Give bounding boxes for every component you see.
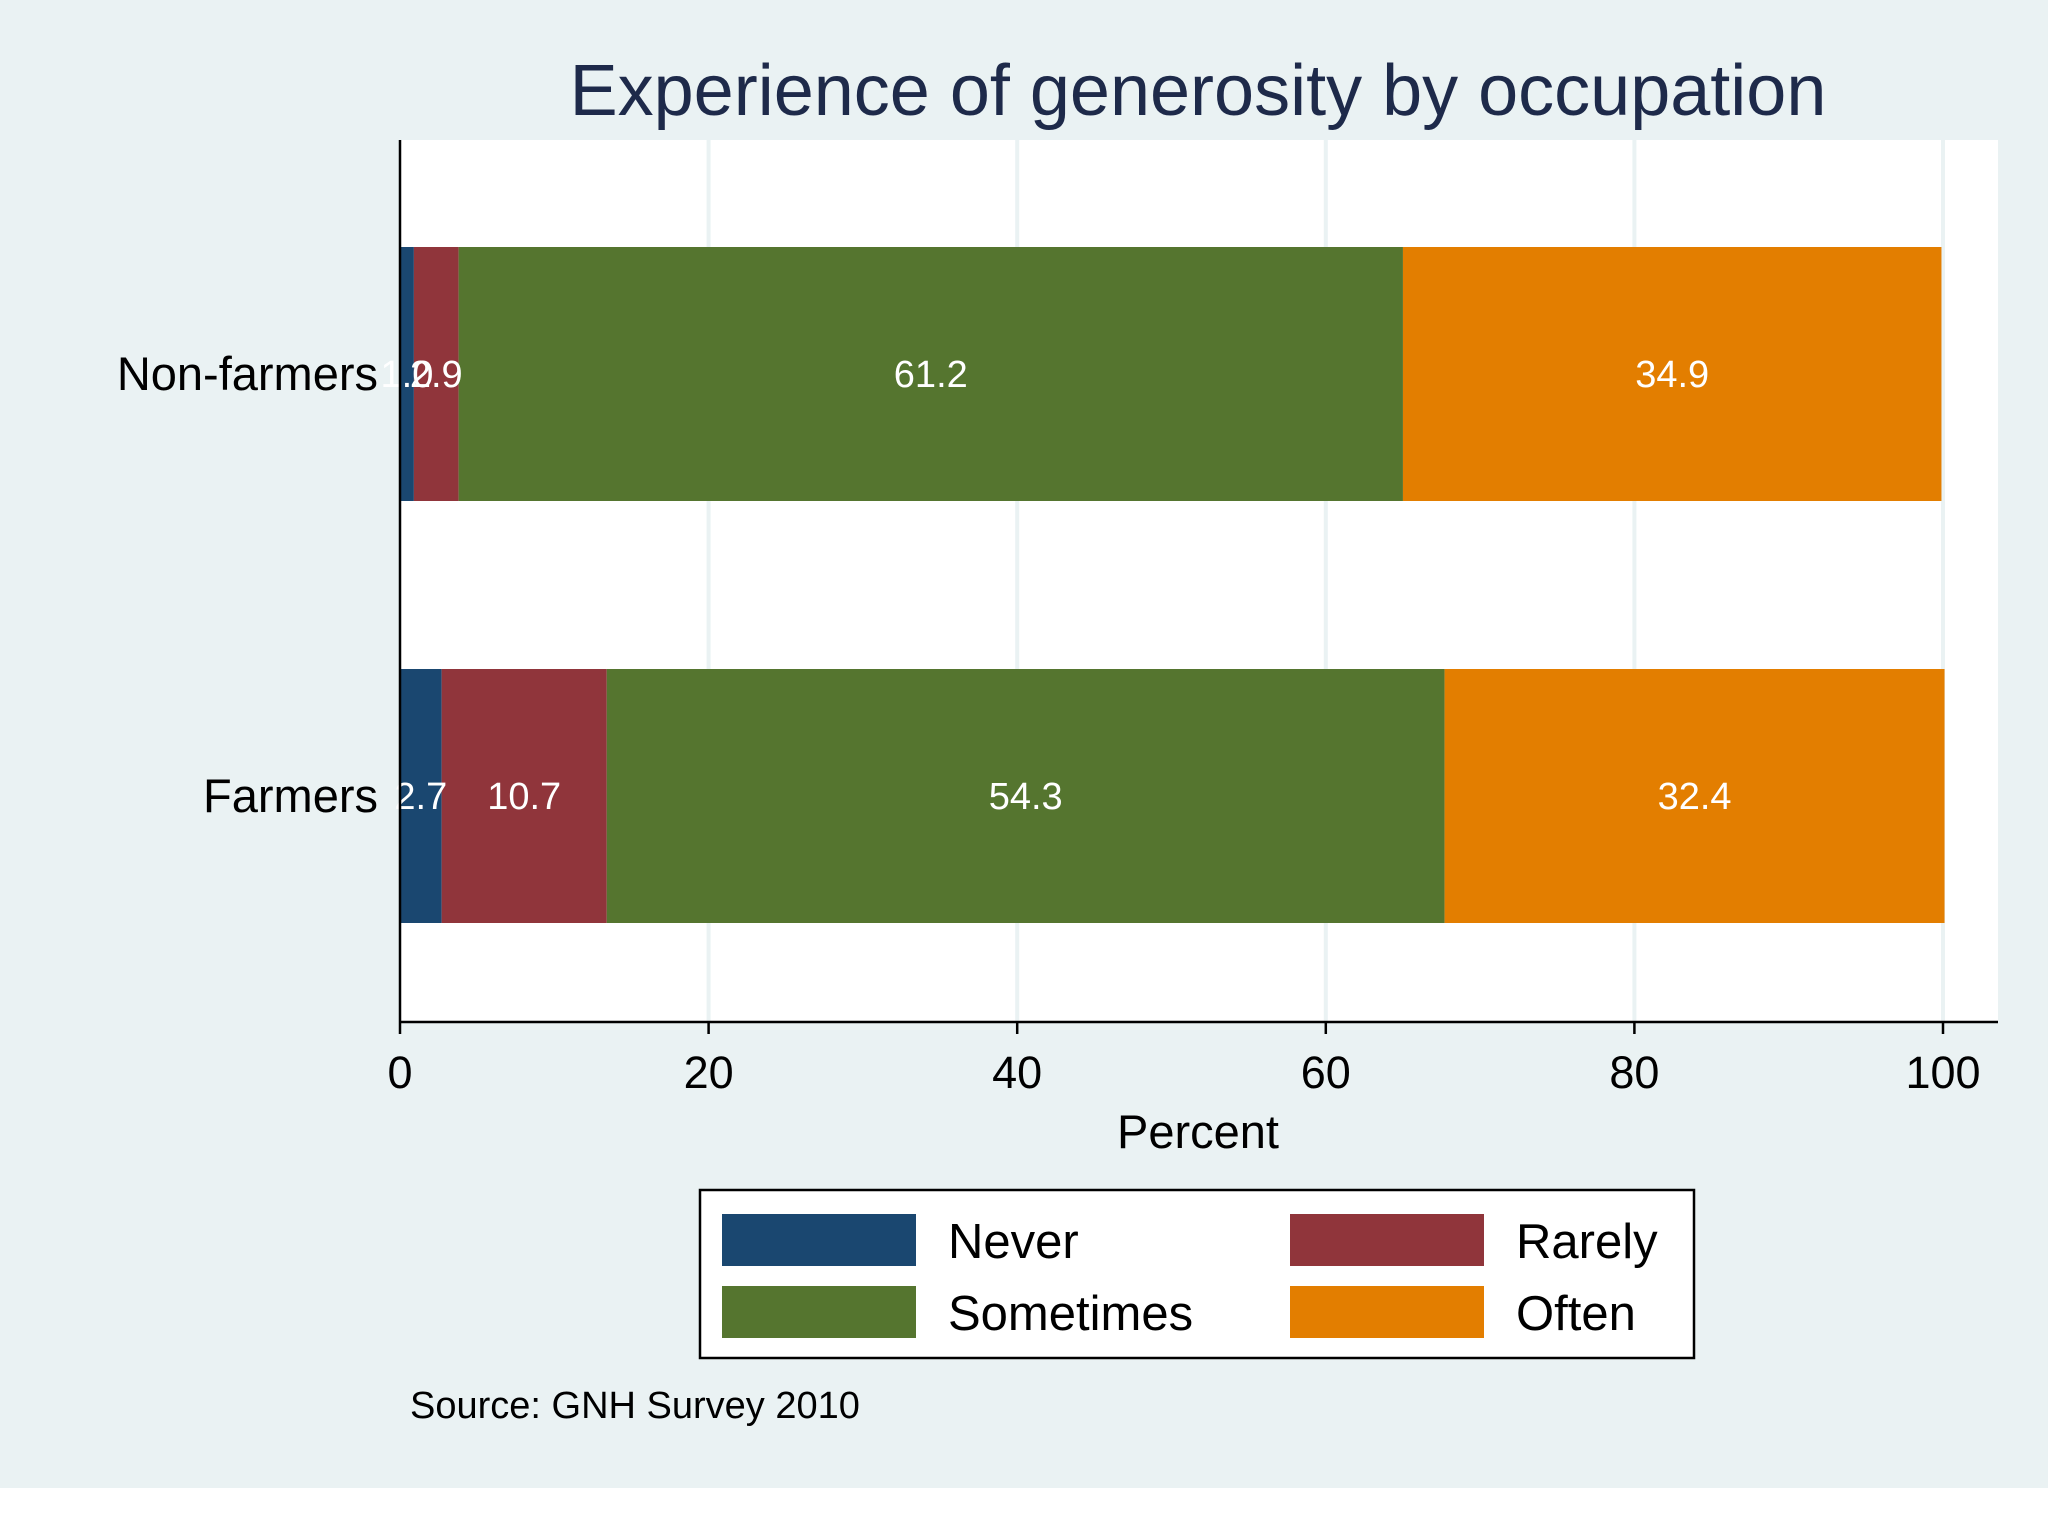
category-label: Farmers <box>203 769 378 822</box>
x-tick-label: 40 <box>992 1047 1042 1098</box>
legend-swatch-never <box>722 1214 916 1266</box>
legend-label-never: Never <box>948 1215 1079 1269</box>
x-axis-title: Percent <box>1117 1105 1279 1158</box>
bar-value-label: 10.7 <box>487 776 561 818</box>
legend-swatch-sometimes <box>722 1286 916 1338</box>
bar-segment-rarely <box>441 669 607 923</box>
x-tick-label: 60 <box>1301 1047 1351 1098</box>
bar-value-label: 32.4 <box>1658 776 1732 818</box>
legend: Never Rarely Sometimes Often <box>698 1188 1696 1360</box>
legend-label-sometimes: Sometimes <box>948 1287 1193 1341</box>
chart-title: Experience of generosity by occupation <box>570 51 1827 131</box>
legend-swatch-often <box>1290 1286 1484 1338</box>
bar-segment-rarely <box>413 247 459 501</box>
legend-swatch-rarely <box>1290 1214 1484 1266</box>
x-axis-ticks: 0 20 40 60 80 100 <box>387 1022 1981 1098</box>
bar-value-label: 34.9 <box>1635 354 1709 396</box>
x-tick-label: 80 <box>1609 1047 1659 1098</box>
x-tick-label: 100 <box>1905 1047 1980 1098</box>
category-label: Non-farmers <box>117 347 378 400</box>
category-labels: Non-farmers Farmers <box>117 347 378 822</box>
x-tick-label: 20 <box>684 1047 734 1098</box>
bar-segment-never <box>400 247 414 501</box>
bar-segment-sometimes <box>458 247 1403 501</box>
bars <box>400 247 1945 923</box>
bar-value-label: 2.9 <box>410 354 463 396</box>
bar-value-label: 1.0 <box>381 354 434 396</box>
legend-label-often: Often <box>1516 1287 1636 1341</box>
bar-value-label: 61.2 <box>894 354 968 396</box>
bar-segment-sometimes <box>606 669 1445 923</box>
legend-label-rarely: Rarely <box>1516 1215 1658 1269</box>
bar-value-label: 54.3 <box>989 776 1063 818</box>
source-note: Source: GNH Survey 2010 <box>410 1385 860 1427</box>
bar-segment-never <box>400 669 442 923</box>
bar-value-label: 2.7 <box>394 776 447 818</box>
bar-labels: 1.02.9 61.2 34.9 2.7 10.7 54.3 32.4 <box>381 354 1732 818</box>
bar-segment-often <box>1402 247 1942 501</box>
bar-segment-often <box>1444 669 1945 923</box>
x-tick-label: 0 <box>387 1047 412 1098</box>
